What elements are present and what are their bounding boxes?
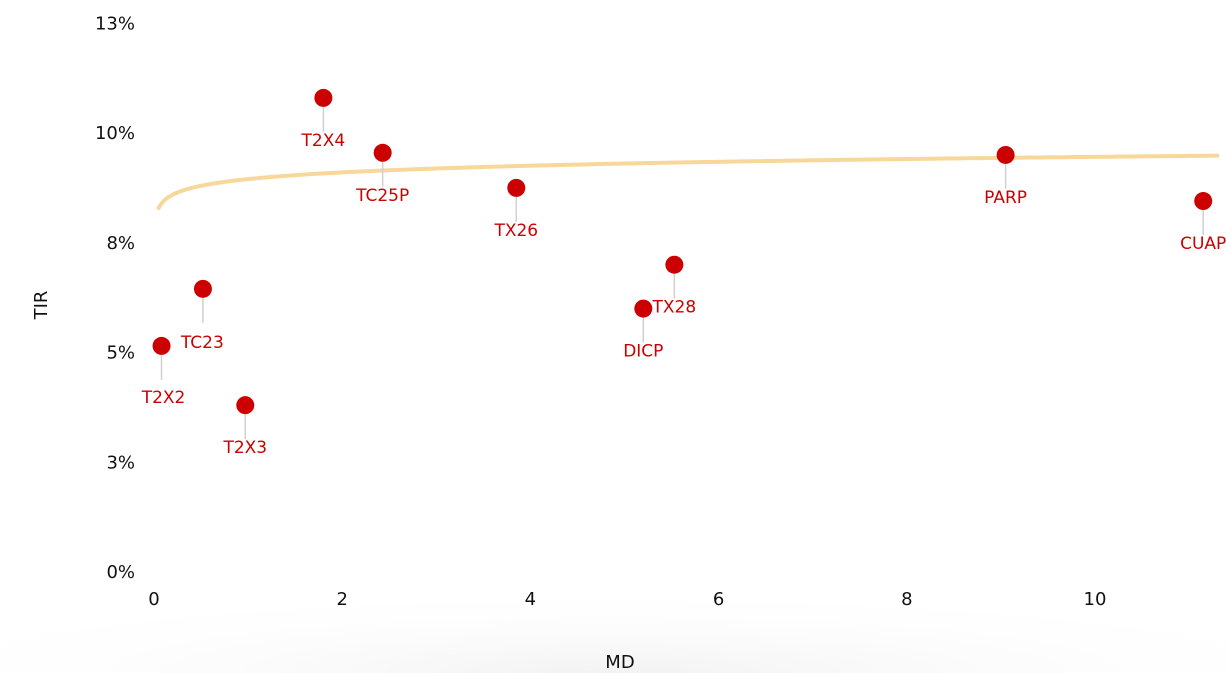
- point-parp: PARP: [984, 145, 1027, 208]
- point-t2x3: T2X3: [222, 396, 267, 458]
- point-tx28: TX28: [652, 255, 697, 318]
- x-tick-label: 2: [336, 589, 347, 610]
- y-tick-label: 13%: [95, 13, 135, 34]
- point-t2x4: T2X4: [301, 88, 346, 151]
- point-dicp: DICP: [623, 299, 663, 362]
- y-tick-label: 8%: [106, 233, 135, 254]
- point-label: TC25P: [355, 186, 409, 206]
- y-tick-label: 3%: [106, 452, 135, 473]
- x-axis-ticks: 0 2 4 6 8 10: [148, 589, 1106, 610]
- point-label: TX26: [493, 221, 538, 241]
- point-tc23: TC23: [180, 279, 224, 353]
- y-axis-title: TIR: [31, 291, 52, 321]
- y-axis-ticks: 0% 3% 5% 8% 10% 13%: [95, 13, 135, 583]
- point-label: T2X2: [141, 388, 186, 408]
- data-point: [193, 279, 212, 298]
- point-t2x2: T2X2: [141, 336, 186, 408]
- data-point: [634, 299, 653, 318]
- data-point: [152, 336, 171, 355]
- point-label: PARP: [984, 188, 1027, 208]
- point-label: DICP: [623, 342, 663, 362]
- point-label: TC23: [180, 333, 224, 353]
- x-tick-label: 10: [1084, 589, 1107, 610]
- y-tick-label: 0%: [106, 562, 135, 583]
- x-tick-label: 6: [713, 589, 724, 610]
- point-label: T2X3: [222, 438, 267, 458]
- point-tx26: TX26: [493, 178, 538, 241]
- x-tick-label: 0: [148, 589, 159, 610]
- point-label: TX28: [652, 298, 697, 318]
- data-point: [507, 178, 526, 197]
- floor-glow: [0, 540, 1226, 673]
- point-cuap: CUAP: [1180, 192, 1226, 254]
- data-point: [314, 88, 333, 107]
- x-tick-label: 4: [525, 589, 536, 610]
- data-points: T2X2 TC23 T2X3 T2X4 TC25P TX26 DICP TX28 PARP CUA…: [141, 88, 1226, 458]
- data-point: [1194, 192, 1213, 211]
- y-tick-label: 5%: [106, 343, 135, 364]
- data-point: [665, 255, 684, 274]
- data-point: [373, 143, 392, 162]
- data-point: [996, 145, 1015, 164]
- data-point: [236, 396, 255, 415]
- y-tick-label: 10%: [95, 123, 135, 144]
- point-label: CUAP: [1180, 234, 1226, 254]
- point-label: T2X4: [301, 131, 346, 151]
- x-axis-title: MD: [605, 652, 634, 673]
- point-tc25p: TC25P: [355, 143, 409, 206]
- trendline: [156, 153, 1220, 211]
- x-tick-label: 8: [901, 589, 912, 610]
